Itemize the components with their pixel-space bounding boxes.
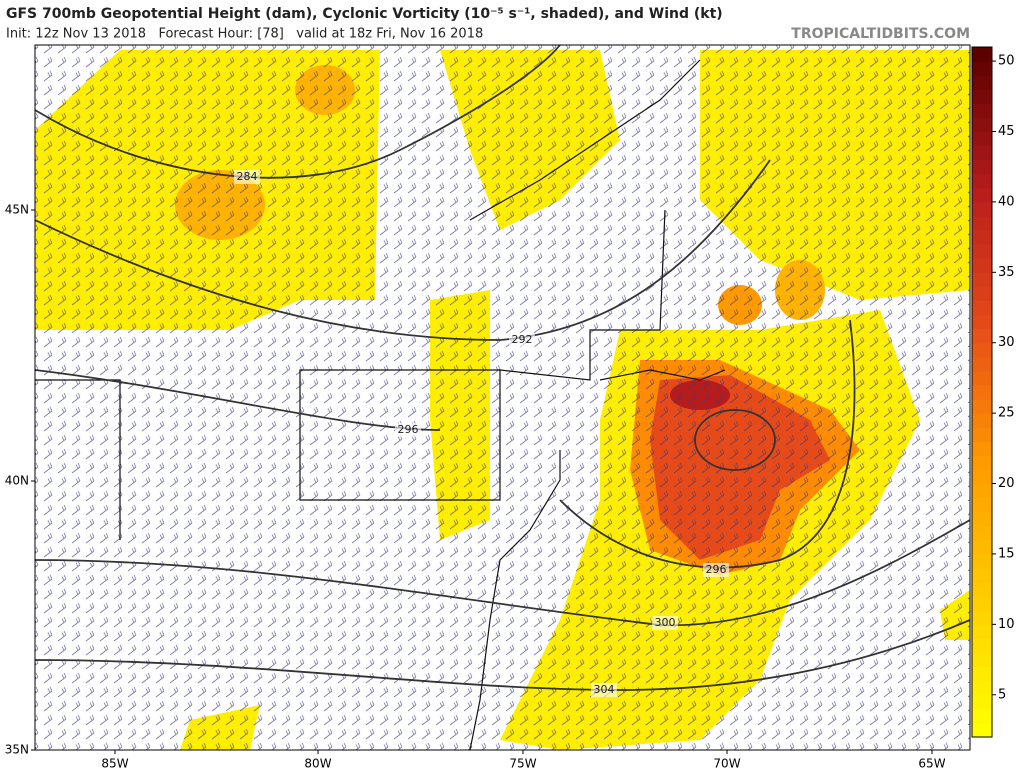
colorbar-tick-label: 5 (998, 687, 1006, 702)
contour-label: 296 (706, 563, 727, 576)
colorbar-step (972, 328, 992, 344)
colorbar-step (972, 399, 992, 414)
colorbar-step (972, 187, 992, 203)
lat-label: 45N (5, 203, 29, 217)
colorbar-step (972, 413, 992, 428)
colorbar-step (972, 694, 992, 710)
colorbar-frame (971, 46, 993, 738)
colorbar-step (972, 539, 992, 555)
colorbar-tick-label: 45 (998, 124, 1015, 139)
colorbar-step (972, 314, 992, 330)
contour-label: 296 (398, 423, 419, 436)
map-area: 284 292 296 296 300 304 (35, 45, 970, 750)
colorbar-step (972, 47, 992, 62)
colorbar-step (972, 244, 992, 259)
colorbar-step (972, 258, 992, 273)
colorbar-step (972, 215, 992, 231)
height-contours (35, 45, 970, 691)
colorbar-step (972, 511, 992, 527)
colorbar-step (972, 117, 992, 132)
colorbar-step (972, 173, 992, 189)
contour-label-bg (395, 423, 421, 437)
colorbar-step (972, 525, 992, 541)
colorbar-tick-label: 15 (998, 546, 1015, 561)
colorbar-step (972, 624, 992, 639)
colorbar-step (972, 638, 992, 654)
subtitle: Init: 12z Nov 13 2018 Forecast Hour: [78… (6, 27, 483, 42)
colorbar-step (972, 75, 992, 90)
title: GFS 700mb Geopotential Height (dam), Cyc… (6, 6, 723, 22)
colorbar-step (972, 497, 992, 513)
colorbar-step (972, 666, 992, 682)
colorbar-step (972, 652, 992, 668)
contour-label: 304 (594, 683, 615, 696)
colorbar-tick-label: 50 (998, 54, 1015, 69)
wind-barbs (35, 45, 970, 750)
colorbar-step (972, 103, 992, 118)
colorbar-step (972, 469, 992, 485)
colorbar-step (972, 201, 992, 217)
colorbar-step (972, 441, 992, 456)
contour-label: 292 (512, 333, 533, 346)
colorbar-step (972, 159, 992, 175)
contour-label: 300 (655, 616, 676, 629)
colorbar-step (972, 286, 992, 301)
contour-label-bg (591, 683, 617, 697)
lat-label: 40N (5, 474, 29, 488)
colorbar-step (972, 582, 992, 597)
colorbar-step (972, 131, 992, 147)
colorbar-step (972, 596, 992, 611)
colorbar-step (972, 680, 992, 696)
colorbar-tick-label: 10 (998, 617, 1015, 632)
colorbar-step (972, 342, 992, 358)
colorbar-step (972, 427, 992, 442)
colorbar-tick-label: 20 (998, 476, 1015, 491)
contour-label: 284 (237, 170, 258, 183)
lon-label: 65W (918, 757, 945, 771)
colorbar-step (972, 272, 992, 287)
contour-label-bg (703, 563, 729, 577)
colorbar-step (972, 553, 992, 569)
contour-label-bg (509, 333, 535, 347)
colorbar-step (972, 356, 992, 372)
lon-label: 75W (509, 757, 536, 771)
colorbar-step (972, 61, 992, 76)
colorbar-step (972, 300, 992, 316)
lon-label: 85W (101, 757, 128, 771)
colorbar-tick-label: 30 (998, 335, 1015, 350)
colorbar-step (972, 610, 992, 625)
map-frame (34, 44, 971, 751)
colorbar-step (972, 89, 992, 104)
colorbar-step (972, 145, 992, 161)
contour-label-bg (652, 616, 678, 630)
lon-label: 80W (304, 757, 331, 771)
colorbar-step (972, 568, 992, 583)
contour-label-bg (234, 170, 260, 184)
lon-label: 70W (713, 757, 740, 771)
colorbar-step (972, 708, 992, 724)
lat-label: 35N (5, 743, 29, 757)
source: TROPICALTIDBITS.COM (791, 26, 970, 42)
colorbar-step (972, 483, 992, 499)
colorbar-step (972, 230, 992, 245)
colorbar-step (972, 455, 992, 470)
colorbar-step (972, 384, 992, 400)
colorbar-tick-label: 25 (998, 406, 1015, 421)
colorbar-step (972, 370, 992, 386)
colorbar-step (972, 722, 992, 738)
colorbar-tick-label: 35 (998, 265, 1015, 280)
colorbar-tick-label: 40 (998, 194, 1015, 209)
coastlines (35, 59, 726, 750)
